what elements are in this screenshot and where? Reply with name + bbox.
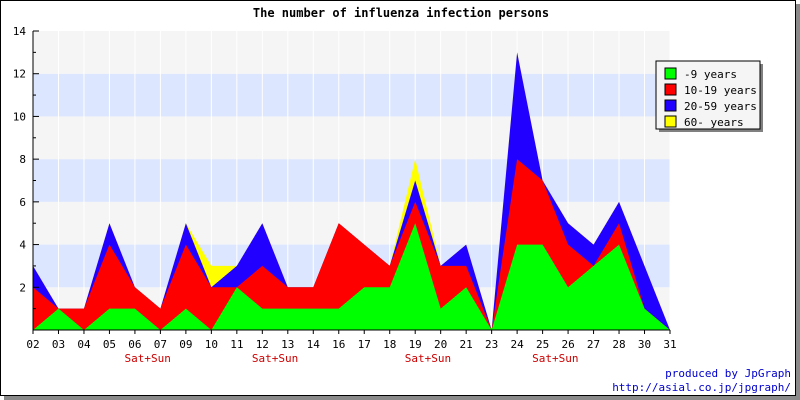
- legend-label: 60- years: [684, 116, 744, 129]
- background-band: [33, 31, 670, 74]
- x-tick-label: 09: [179, 338, 192, 351]
- x-tick-label: 11: [230, 338, 243, 351]
- x-tick-label: 07: [154, 338, 167, 351]
- stacked-areas: [33, 52, 670, 330]
- background-band: [33, 73, 670, 117]
- y-tick-label: 10: [13, 110, 26, 123]
- x-tick-label: 12: [256, 338, 269, 351]
- credit-link[interactable]: http://asial.co.jp/jpgraph/: [612, 381, 791, 394]
- background-band: [33, 116, 670, 160]
- legend-swatch: [664, 115, 677, 128]
- x-tick-label: 20: [434, 338, 447, 351]
- x-tick-label: 14: [307, 338, 321, 351]
- weekend-label: Sat+Sun: [405, 352, 451, 365]
- x-tick-label: 16: [332, 338, 345, 351]
- x-tick-label: 31: [663, 338, 676, 351]
- x-tick-label: 13: [281, 338, 294, 351]
- x-tick-label: 04: [77, 338, 91, 351]
- legend: -9 years 10-19 years 20-59 years 60- years: [655, 60, 763, 132]
- legend-swatch: [664, 67, 677, 80]
- x-tick-label: 02: [26, 338, 39, 351]
- x-tick-label: 19: [409, 338, 422, 351]
- x-tick-label: 18: [383, 338, 396, 351]
- y-tick-label: 4: [19, 239, 26, 252]
- y-tick-label: 12: [13, 68, 26, 81]
- chart-title: The number of influenza infection person…: [253, 6, 549, 20]
- x-tick-label: 10: [205, 338, 218, 351]
- x-tick-labels: 02 03 04 05 06 07 09 10 11 12 13 14 16 17 18 19 20 21 23 24…: [26, 330, 677, 351]
- x-tick-label: 26: [561, 338, 574, 351]
- influenza-chart: The number of influenza infection person…: [13, 6, 791, 394]
- y-tick-label: 14: [13, 25, 27, 38]
- y-tick-labels: 2 4 6 8 10 12 14: [13, 25, 39, 310]
- y-tick-label: 2: [19, 281, 26, 294]
- weekend-label: Sat+Sun: [124, 352, 170, 365]
- x-tick-label: 06: [128, 338, 141, 351]
- x-tick-label: 24: [510, 338, 524, 351]
- y-tick-label: 6: [19, 196, 26, 209]
- y-tick-label: 8: [19, 153, 26, 166]
- x-tick-label: 21: [460, 338, 473, 351]
- x-tick-label: 17: [358, 338, 371, 351]
- legend-swatch: [664, 99, 677, 112]
- weekend-labels: Sat+Sun Sat+Sun Sat+Sun Sat+Sun: [124, 352, 578, 365]
- credit-line-1: produced by JpGraph: [665, 367, 791, 380]
- weekend-label: Sat+Sun: [532, 352, 578, 365]
- x-tick-label: 30: [638, 338, 651, 351]
- x-tick-label: 03: [52, 338, 65, 351]
- area-series-0: [33, 223, 670, 330]
- x-tick-label: 25: [536, 338, 549, 351]
- x-tick-label: 05: [103, 338, 116, 351]
- legend-label: 10-19 years: [684, 84, 757, 97]
- legend-label: -9 years: [684, 68, 737, 81]
- legend-label: 20-59 years: [684, 100, 757, 113]
- x-tick-label: 28: [612, 338, 625, 351]
- legend-swatch: [664, 83, 677, 96]
- x-tick-label: 27: [587, 338, 600, 351]
- weekend-label: Sat+Sun: [252, 352, 298, 365]
- background-band: [33, 159, 670, 202]
- x-tick-label: 23: [485, 338, 498, 351]
